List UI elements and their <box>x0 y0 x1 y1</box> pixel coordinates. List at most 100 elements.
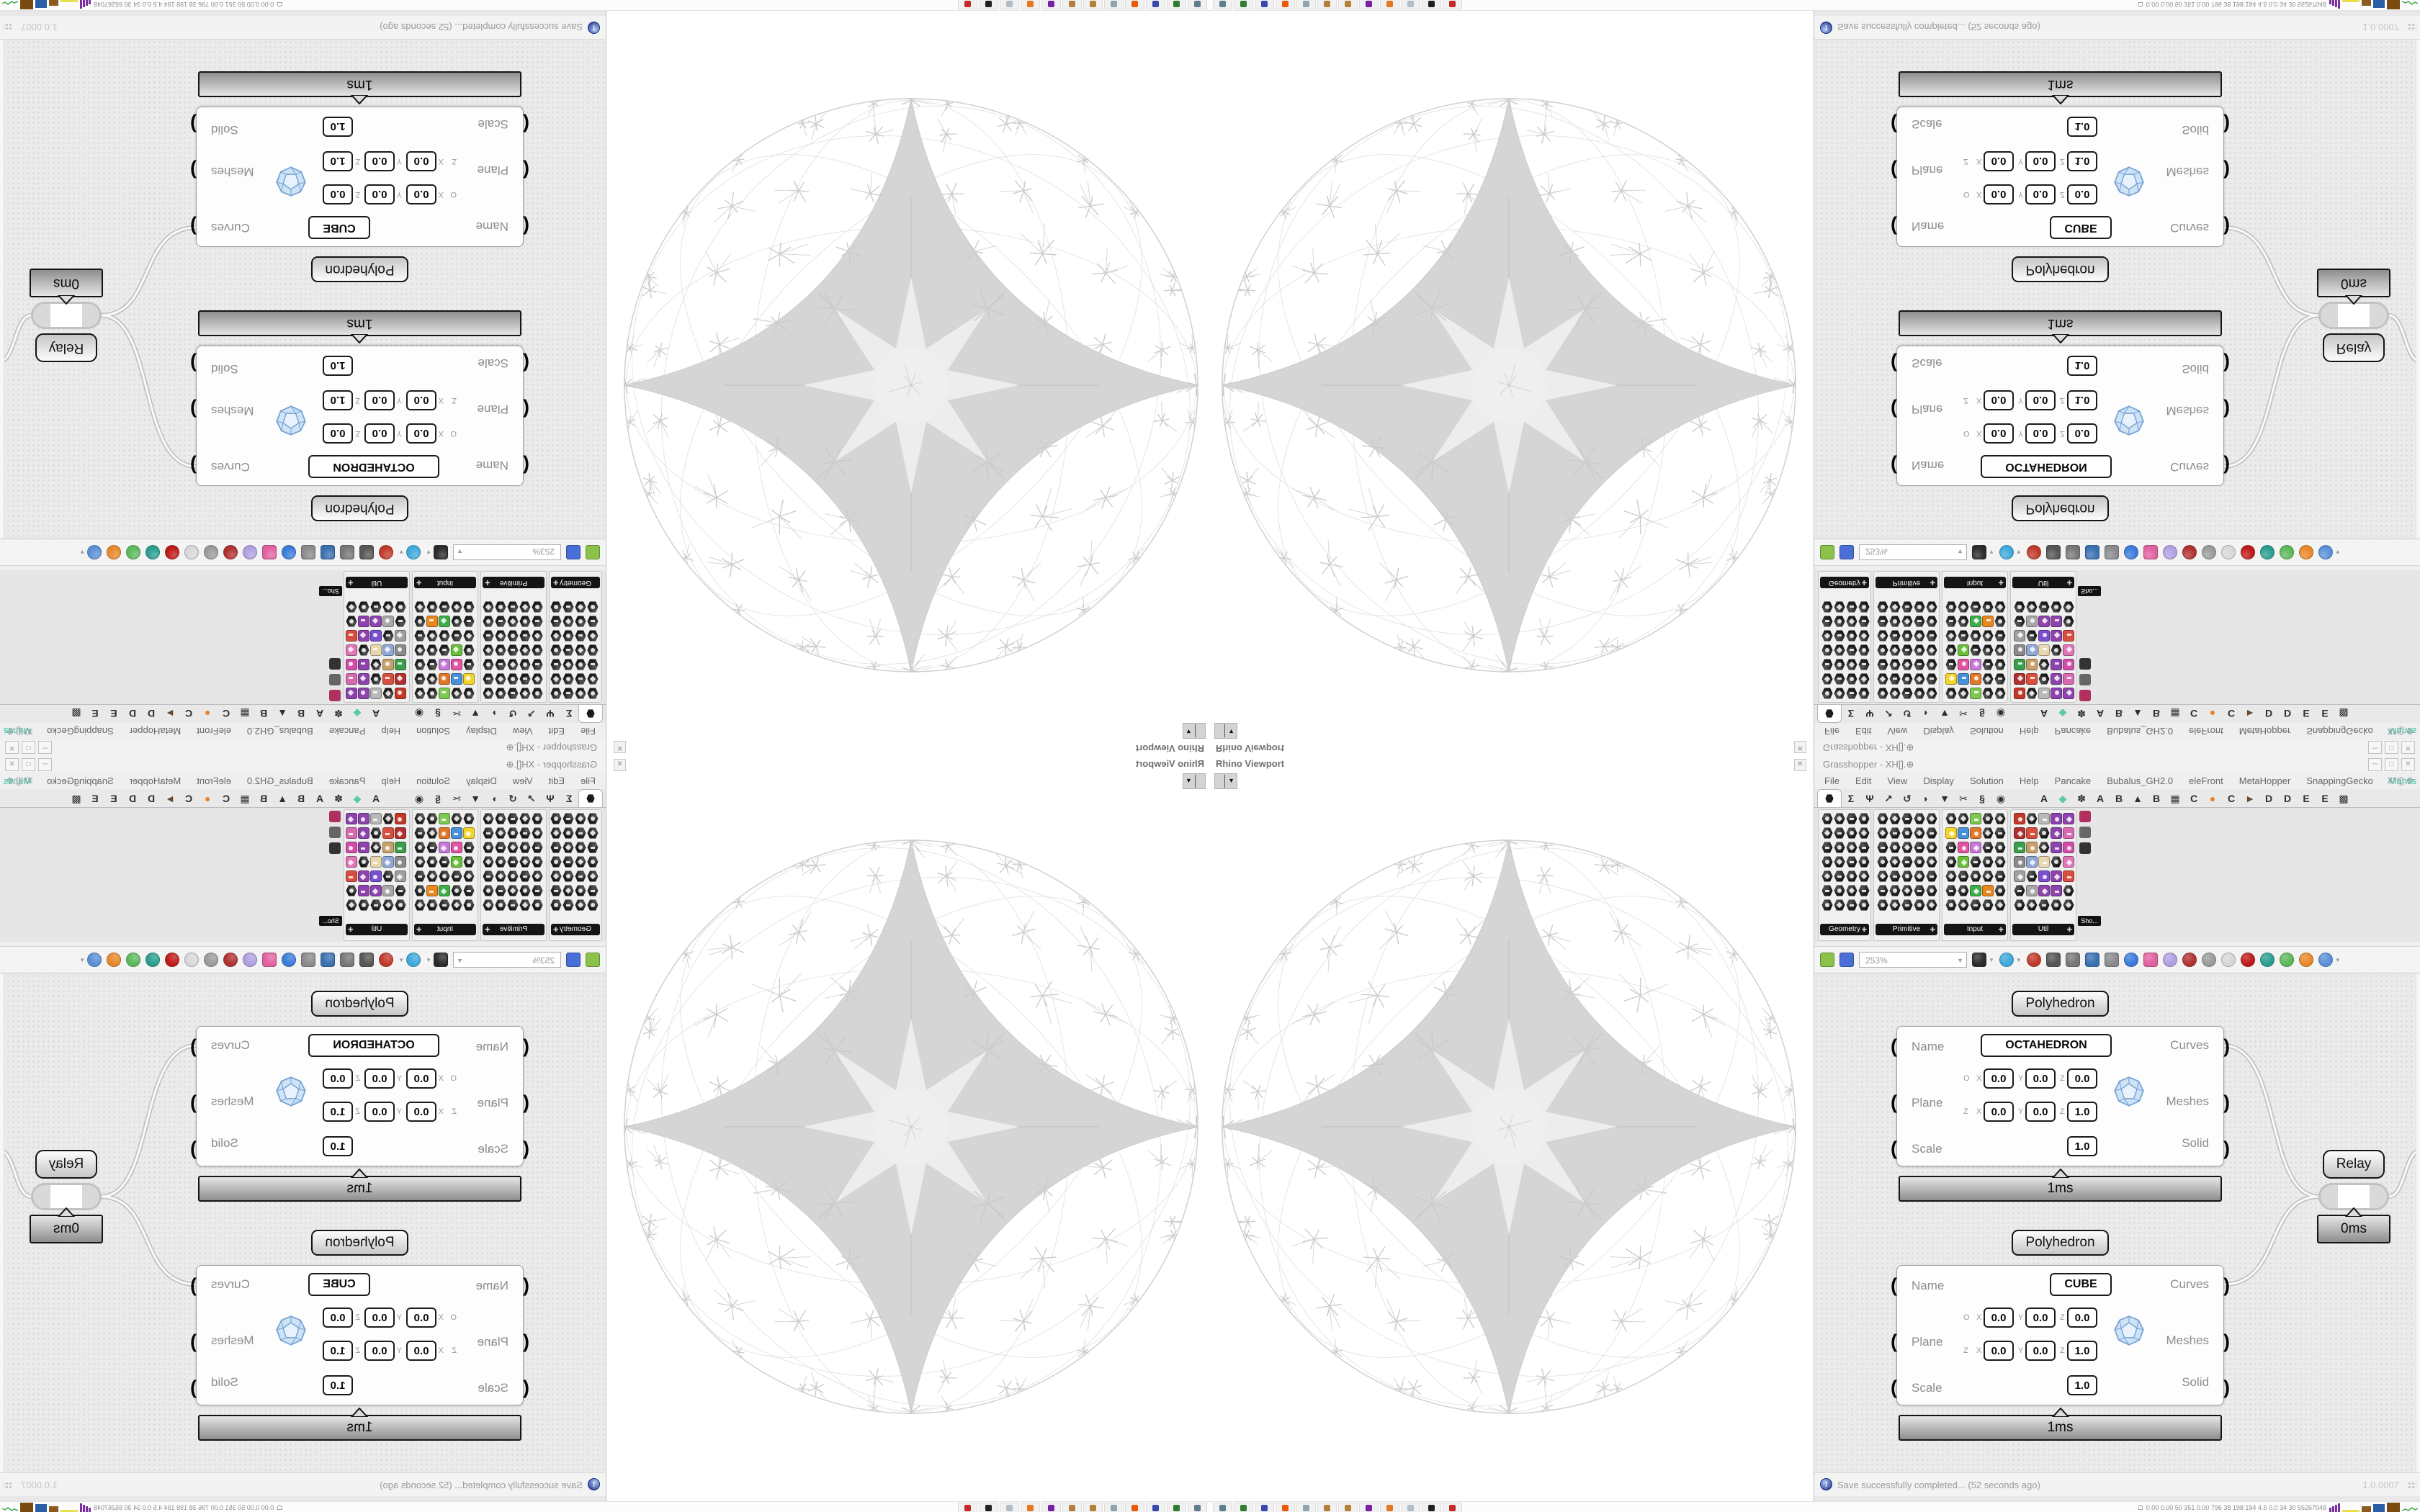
palette-component-icon[interactable] <box>370 673 382 685</box>
menu-item-bubalus_gh2.0[interactable]: Bubalus_GH2.0 <box>2107 775 2174 786</box>
plane-value-box[interactable]: 0.0 <box>323 184 353 204</box>
palette-component-icon[interactable] <box>2014 842 2025 853</box>
palette-group-label[interactable]: Input ✚ <box>414 924 476 935</box>
taskbar-app-text-editor[interactable] <box>1000 1503 1019 1512</box>
output-socket-curves[interactable]: ) <box>2223 1035 2230 1057</box>
palette-component-icon[interactable] <box>532 659 543 670</box>
palette-component-icon[interactable] <box>463 856 475 868</box>
plane-value-box[interactable]: 0.0 <box>1984 1308 2014 1328</box>
tab-plugin-b2[interactable]: B <box>259 708 268 719</box>
plane-value-box[interactable]: 0.0 <box>406 184 436 204</box>
mini-palette-icon[interactable] <box>2079 842 2091 854</box>
palette-group-label[interactable]: Primitive ✚ <box>483 577 544 588</box>
chevron-down-icon[interactable]: ▼ <box>1989 549 1994 556</box>
taskbar-app-n64-floppy[interactable] <box>1255 1503 1274 1512</box>
palette-component-icon[interactable] <box>1926 644 1937 656</box>
palette-component-icon[interactable] <box>346 813 357 824</box>
mini-palette-icon[interactable] <box>329 827 341 838</box>
taskbar-app-ruby-app[interactable] <box>1443 0 1462 9</box>
taskbar-app-text-editor[interactable] <box>1000 0 1019 9</box>
palette-component-icon[interactable] <box>426 659 438 670</box>
palette-group-label[interactable]: Util ✚ <box>2012 924 2074 935</box>
tab-plugin-b2[interactable]: B <box>2152 708 2161 719</box>
palette-component-icon[interactable] <box>2051 827 2062 839</box>
palette-component-icon[interactable] <box>1846 827 1857 839</box>
palette-component-icon[interactable] <box>519 856 531 868</box>
grasshopper-titlebar[interactable]: Grasshopper - XH[].⊕ ─ □ ✕ <box>1814 740 2420 756</box>
wire[interactable] <box>2220 1194 2322 1287</box>
tab-plugin-orange[interactable]: ● <box>204 708 211 719</box>
palette-component-icon[interactable] <box>1945 856 1957 868</box>
palette-component-icon[interactable] <box>2063 899 2074 911</box>
palette-component-icon[interactable] <box>2026 630 2038 642</box>
palette-component-icon[interactable] <box>550 688 562 699</box>
palette-component-icon[interactable] <box>1901 813 1913 824</box>
palette-component-icon[interactable] <box>1877 813 1888 824</box>
palette-component-icon[interactable] <box>1877 616 1888 627</box>
palette-component-icon[interactable] <box>2026 885 2038 896</box>
tab-plugin-bird[interactable]: ► <box>165 793 175 804</box>
palette-group-label[interactable]: Primitive ✚ <box>1876 924 1937 935</box>
palette-component-icon[interactable] <box>1877 601 1888 613</box>
palette-component-icon[interactable] <box>395 630 406 642</box>
tab-surface[interactable]: ◗ <box>1922 708 1930 719</box>
input-socket-scale[interactable]: ( <box>1891 353 1897 374</box>
palette-component-icon[interactable] <box>483 899 494 911</box>
tab-plugin-flower[interactable]: ✽ <box>334 792 343 804</box>
viewport-mode-dropdown[interactable]: ▼ <box>1214 723 1237 739</box>
tab-curve[interactable]: ↺ <box>1903 708 1912 720</box>
palette-component-icon[interactable] <box>358 827 369 839</box>
scale-value-box[interactable]: 1.0 <box>2067 1136 2097 1156</box>
relay-capsule[interactable] <box>31 302 102 329</box>
palette-component-icon[interactable] <box>519 616 531 627</box>
palette-component-icon[interactable] <box>1834 813 1845 824</box>
name-value-box[interactable]: OCTAHEDRON <box>308 455 439 478</box>
plane-value-box[interactable]: 0.0 <box>2025 423 2056 444</box>
palette-component-icon[interactable] <box>563 856 574 868</box>
sphere-blue-icon[interactable] <box>87 953 102 967</box>
palette-component-icon[interactable] <box>1877 842 1888 853</box>
name-value-box[interactable]: CUBE <box>2050 216 2112 239</box>
tab-plugin-a2[interactable]: A <box>2096 708 2105 719</box>
palette-group-label[interactable]: Util ✚ <box>346 924 408 935</box>
plane-value-box[interactable]: 1.0 <box>323 1341 353 1361</box>
palette-component-icon[interactable] <box>1994 630 2006 642</box>
palette-component-icon[interactable] <box>1877 856 1888 868</box>
palette-component-icon[interactable] <box>495 616 506 627</box>
palette-component-icon[interactable] <box>1858 885 1870 896</box>
palette-component-icon[interactable] <box>483 630 494 642</box>
palette-component-icon[interactable] <box>1994 899 2006 911</box>
palette-component-icon[interactable] <box>1877 870 1888 882</box>
palette-component-icon[interactable] <box>507 601 519 613</box>
menu-item-file[interactable]: File <box>581 726 596 737</box>
palette-component-icon[interactable] <box>370 856 382 868</box>
tab-plugin-b1[interactable]: B <box>297 708 305 719</box>
palette-component-icon[interactable] <box>1914 644 1925 656</box>
palette-component-icon[interactable] <box>1945 870 1957 882</box>
palette-component-icon[interactable] <box>1958 673 1969 685</box>
palette-component-icon[interactable] <box>2063 673 2074 685</box>
gem-red-icon[interactable] <box>2240 545 2255 559</box>
palette-component-icon[interactable] <box>575 601 586 613</box>
palette-component-icon[interactable] <box>1994 601 2006 613</box>
tab-plugin-flower[interactable]: ✽ <box>2077 792 2086 804</box>
sphere-teal-icon[interactable] <box>145 953 161 967</box>
taskbar-app-emulator[interactable] <box>1234 0 1253 9</box>
wire[interactable] <box>2220 225 2322 318</box>
output-socket-meshes[interactable]: ) <box>2223 399 2230 420</box>
palette-component-icon[interactable] <box>358 630 369 642</box>
palette-component-icon[interactable] <box>2014 813 2025 824</box>
palette-component-icon[interactable] <box>2038 899 2050 911</box>
palette-component-icon[interactable] <box>550 659 562 670</box>
palette-component-icon[interactable] <box>519 885 531 896</box>
tab-plugin-dots[interactable]: ▩ <box>71 708 81 720</box>
palette-component-icon[interactable] <box>550 630 562 642</box>
palette-component-icon[interactable] <box>1901 856 1913 868</box>
tab-plugin-d2[interactable]: D <box>128 708 137 719</box>
menu-item-snappinggecko[interactable]: SnappingGecko <box>2306 775 2373 786</box>
relay-capsule[interactable] <box>31 1183 102 1210</box>
plane-value-box[interactable]: 0.0 <box>406 390 436 410</box>
plane-value-box[interactable]: 0.0 <box>406 1341 436 1361</box>
output-socket-meshes[interactable]: ) <box>2223 1331 2230 1352</box>
taskbar-app-art-tool-2[interactable] <box>1062 1503 1082 1512</box>
